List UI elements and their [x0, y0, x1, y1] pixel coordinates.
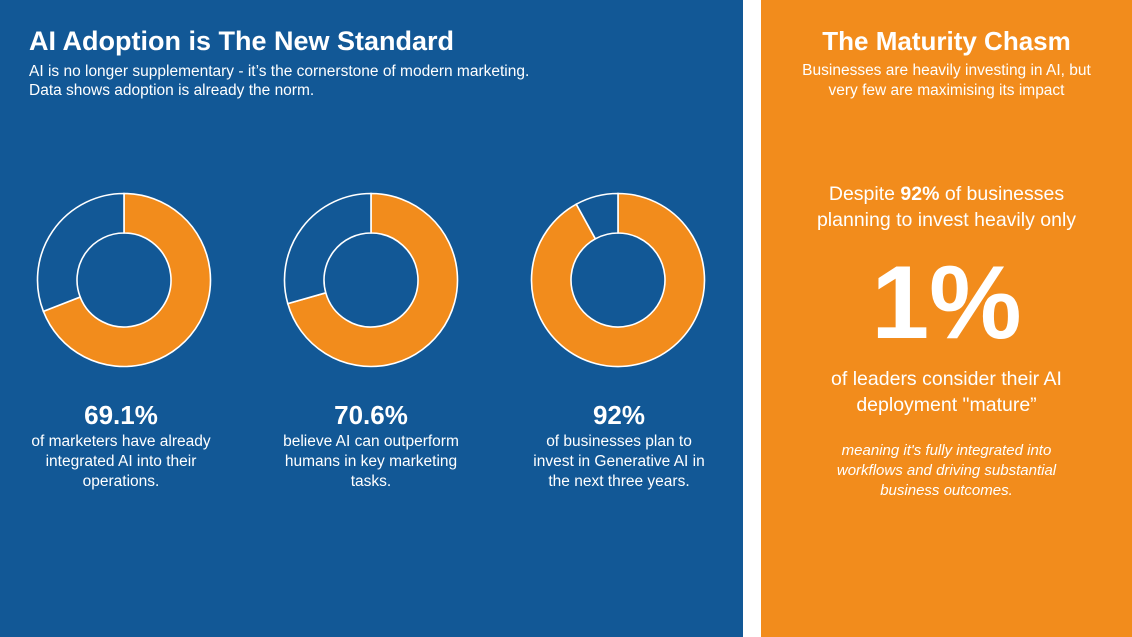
maturity-subtitle-line: Businesses are heavily investing in AI, …	[802, 62, 1091, 79]
donut-slice-remainder	[575, 192, 619, 240]
stat-description-line: integrated AI into their	[45, 453, 197, 470]
despite-line: planning to invest heavily only	[816, 209, 1077, 231]
despite-prefix: Despite	[828, 183, 901, 205]
donut-slice-primary	[286, 192, 459, 368]
stat-description: of marketers have already integrated AI …	[11, 432, 231, 492]
leaders-line: deployment "mature”	[856, 394, 1037, 416]
donut-slice-remainder	[283, 192, 372, 305]
stat-description-line: believe AI can outperform	[283, 433, 459, 450]
donut-slice-primary	[42, 192, 212, 368]
meaning-line: meaning it's fully integrated into	[841, 442, 1052, 459]
adoption-subtitle-line: AI is no longer supplementary - it’s the…	[29, 63, 530, 80]
maturity-subtitle: Businesses are heavily investing in AI, …	[761, 61, 1132, 101]
donut-chart-invest-genai	[530, 192, 706, 368]
stat-outperform-humans: 70.6% believe AI can outperform humans i…	[261, 398, 481, 492]
leaders-text: of leaders consider their AI deployment …	[761, 366, 1132, 418]
stat-value: 70.6%	[334, 400, 408, 430]
donut-slice-primary	[530, 192, 706, 368]
despite-suffix: of businesses	[939, 183, 1065, 205]
adoption-panel: AI Adoption is The New Standard AI is no…	[0, 0, 743, 637]
stat-invest-genai: 92% of businesses plan to invest in Gene…	[509, 398, 729, 492]
stat-description-line: humans in key marketing	[284, 453, 458, 470]
stat-value: 69.1%	[84, 400, 158, 430]
maturity-subtitle-line: very few are maximising its impact	[828, 82, 1065, 99]
big-percent-value: 1%	[871, 245, 1022, 361]
stat-description-line: invest in Generative AI in	[533, 453, 705, 470]
stat-description-line: the next three years.	[548, 473, 690, 490]
stat-description-line: operations.	[82, 473, 160, 490]
stat-description-line: of marketers have already	[31, 433, 211, 450]
adoption-subtitle: AI is no longer supplementary - it’s the…	[29, 62, 529, 100]
maturity-title: The Maturity Chasm	[822, 26, 1071, 56]
despite-text: Despite 92% of businesses planning to in…	[761, 181, 1132, 233]
meaning-line: workflows and driving substantial	[836, 462, 1057, 479]
stat-marketers-integrated: 69.1% of marketers have already integrat…	[11, 398, 231, 492]
stat-description: of businesses plan to invest in Generati…	[509, 432, 729, 492]
meaning-text: meaning it's fully integrated into workf…	[761, 441, 1132, 501]
stat-value: 92%	[592, 400, 646, 430]
despite-line: Despite 92% of businesses	[761, 181, 1132, 207]
maturity-panel: The Maturity Chasm Businesses are heavil…	[761, 0, 1132, 637]
despite-highlight: 92%	[900, 183, 940, 205]
donut-chart-outperform-humans	[283, 192, 459, 368]
stat-description-line: of businesses plan to	[546, 433, 692, 450]
meaning-line: business outcomes.	[880, 482, 1013, 499]
stat-description: believe AI can outperform humans in key …	[261, 432, 481, 492]
adoption-subtitle-line: Data shows adoption is already the norm.	[29, 82, 315, 99]
donut-chart-marketers-integrated	[36, 192, 212, 368]
adoption-title: AI Adoption is The New Standard	[29, 26, 455, 56]
donut-slice-remainder	[36, 192, 125, 313]
leaders-line: of leaders consider their AI	[831, 368, 1062, 390]
stat-description-line: tasks.	[350, 473, 392, 490]
